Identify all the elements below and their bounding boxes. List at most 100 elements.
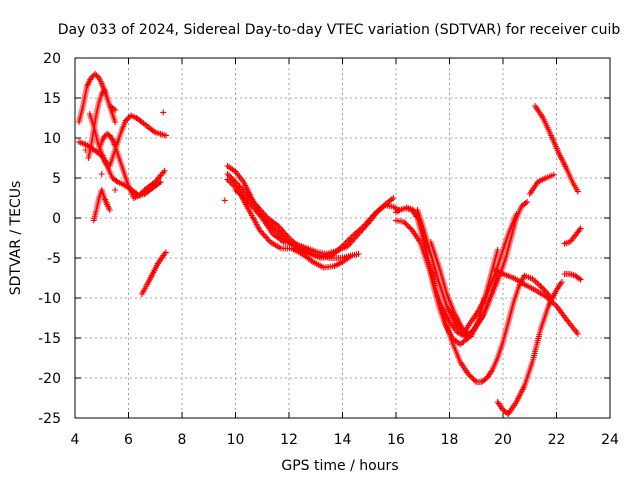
grid	[75, 58, 610, 418]
data-point-marker	[98, 171, 105, 177]
data-point-marker	[471, 377, 478, 384]
x-tick-label: 16	[387, 432, 405, 448]
data-point-marker	[88, 75, 95, 81]
y-tick-label: 5	[52, 171, 61, 187]
y-tick-label: -20	[38, 371, 61, 387]
data-point-marker	[112, 107, 119, 113]
y-tick-label: -10	[38, 291, 61, 307]
data-point-marker	[150, 128, 157, 135]
data-point-marker	[137, 191, 144, 198]
data-point-marker	[470, 376, 477, 383]
x-tick-label: 8	[178, 432, 187, 448]
data-point-marker	[574, 331, 581, 337]
data-point-marker	[162, 132, 169, 139]
data-point-marker	[228, 175, 235, 181]
series-arc-12	[232, 187, 362, 261]
data-point-marker	[160, 109, 167, 116]
series-arc-17	[393, 217, 501, 340]
data-point-marker	[162, 249, 169, 256]
data-point-marker	[540, 285, 547, 292]
x-tick-label: 18	[441, 432, 459, 448]
series-arc-23	[526, 171, 557, 197]
data-point-marker	[469, 375, 476, 381]
data-point-marker	[558, 279, 565, 285]
data-point-marker	[227, 173, 234, 180]
y-axis-label: SDTVAR / TECUs	[8, 181, 24, 296]
series-arc-01	[76, 71, 119, 125]
data-point-marker	[513, 211, 520, 217]
data-point-marker	[407, 225, 414, 232]
data-point-marker	[92, 71, 99, 77]
data-point-marker	[89, 73, 96, 80]
series-arc-04	[90, 187, 113, 224]
y-tick-label: 0	[52, 211, 61, 227]
series-arc-10	[224, 171, 397, 261]
series-arc-22	[561, 271, 584, 283]
y-tick-label: -25	[38, 411, 61, 427]
data-points	[76, 71, 584, 417]
x-tick-label: 14	[334, 432, 352, 448]
data-point-marker	[82, 147, 89, 153]
data-point-marker	[577, 225, 584, 232]
data-point-marker	[403, 221, 410, 228]
series-arc-07	[138, 249, 169, 297]
data-point-marker	[112, 119, 119, 125]
data-point-marker	[537, 283, 544, 289]
data-point-marker	[577, 276, 584, 283]
data-point-marker	[401, 219, 408, 225]
data-point-marker	[576, 226, 583, 233]
data-point-marker	[94, 73, 101, 80]
data-point-marker	[550, 171, 557, 178]
data-point-marker	[136, 192, 143, 199]
data-point-marker	[104, 160, 111, 167]
data-point-marker	[390, 195, 397, 201]
data-point-marker	[112, 187, 119, 193]
data-point-marker	[538, 284, 545, 291]
data-point-marker	[522, 200, 529, 206]
data-point-marker	[106, 207, 113, 213]
x-tick-label: 22	[548, 432, 566, 448]
series-arc-08	[141, 167, 168, 193]
y-tick-label: -5	[47, 251, 61, 267]
series-arc-03	[85, 87, 119, 161]
data-point-marker	[157, 179, 164, 185]
data-point-marker	[402, 220, 409, 227]
data-point-marker	[355, 251, 362, 257]
data-point-marker	[156, 180, 163, 186]
data-point-marker	[221, 197, 228, 204]
chart-title: Day 033 of 2024, Sidereal Day-to-day VTE…	[58, 22, 621, 38]
y-tick-label: 20	[43, 51, 61, 67]
data-point-marker	[150, 180, 157, 186]
data-point-marker	[102, 159, 109, 165]
data-point-marker	[406, 224, 413, 231]
data-point-marker	[576, 275, 583, 282]
axis-ticks: 4 6 8 10 12 14 16 18 20 22 24 -25 -20 -15 -10 -5 0 5 10 15 2…	[38, 51, 619, 448]
series-arc-20	[532, 103, 581, 195]
data-point-marker	[524, 199, 531, 205]
data-point-marker	[224, 171, 231, 177]
series-arc-19	[491, 267, 581, 337]
y-tick-label: 15	[43, 91, 61, 107]
series-arc-21	[561, 225, 584, 247]
data-point-marker	[93, 72, 100, 79]
data-point-marker	[113, 178, 120, 184]
data-point-marker	[405, 223, 412, 229]
data-point-marker	[225, 172, 232, 179]
x-tick-label: 10	[227, 432, 245, 448]
data-point-marker	[138, 189, 145, 196]
data-point-marker	[161, 167, 168, 174]
y-tick-label: -15	[38, 331, 61, 347]
x-tick-label: 4	[71, 432, 80, 448]
x-tick-label: 20	[494, 432, 512, 448]
data-point-marker	[110, 106, 117, 112]
data-point-marker	[465, 371, 472, 377]
data-point-marker	[231, 177, 238, 184]
data-point-marker	[541, 287, 548, 294]
y-tick-label: 10	[43, 131, 61, 147]
data-point-marker	[467, 373, 474, 380]
data-point-marker	[466, 372, 473, 379]
x-axis-label: GPS time / hours	[281, 458, 398, 474]
data-point-marker	[574, 188, 581, 195]
